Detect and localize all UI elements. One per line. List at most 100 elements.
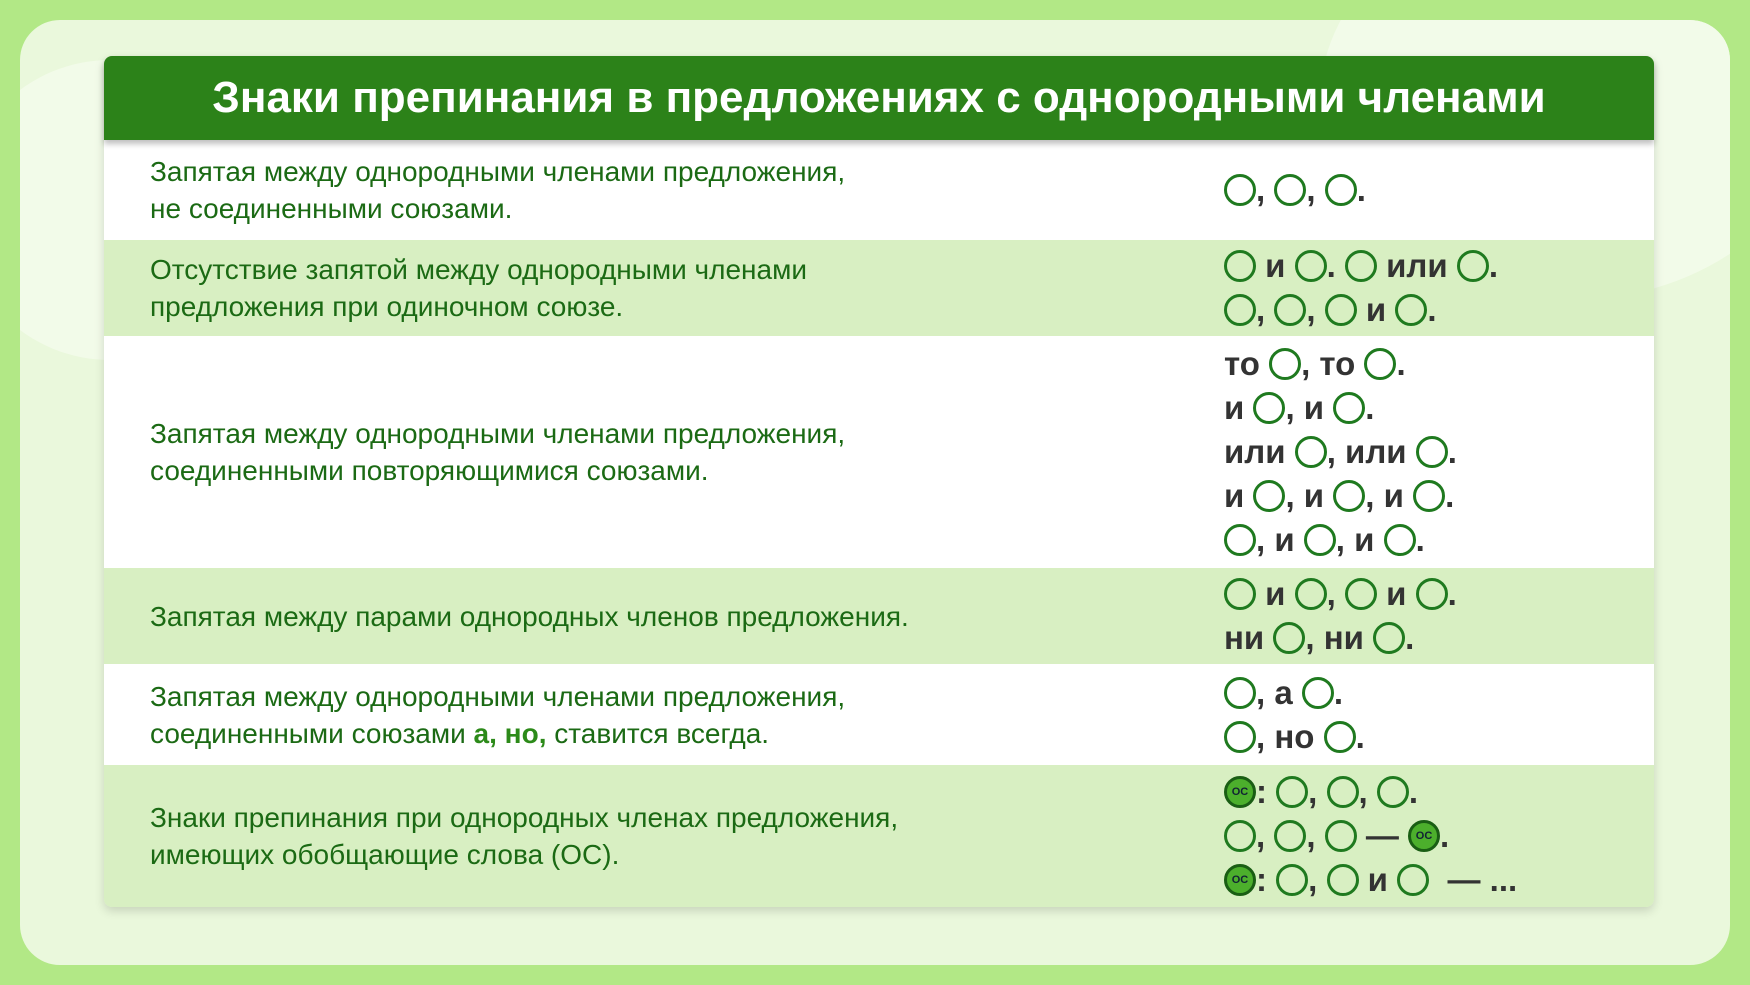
text-segment: Знаки препинания при однородных членах п… <box>150 802 899 833</box>
description-line: Запятая между однородными членами предло… <box>150 415 1224 452</box>
homogeneous-member-circle-icon <box>1373 622 1406 654</box>
homogeneous-member-circle-icon <box>1224 250 1256 282</box>
scheme-text: . <box>1365 389 1375 426</box>
scheme-text: — <box>1356 817 1409 854</box>
rule-description: Запятая между парами однородных членов п… <box>104 598 1224 635</box>
homogeneous-member-circle-icon <box>1224 174 1256 206</box>
generalizing-word-icon: ОС <box>1224 776 1256 808</box>
table-row: Запятая между однородными членами предло… <box>104 664 1654 765</box>
scheme-line: и , и , и . <box>1224 474 1654 518</box>
text-segment: соединенными повторяющимися союзами. <box>150 455 709 486</box>
scheme-text: : <box>1256 861 1277 898</box>
scheme-text: . <box>1333 673 1344 711</box>
homogeneous-member-circle-icon <box>1324 820 1357 852</box>
rule-description: Отсутствие запятой между однородными чле… <box>104 251 1224 325</box>
homogeneous-member-circle-icon <box>1324 174 1357 206</box>
homogeneous-member-circle-icon <box>1397 864 1430 896</box>
description-line: Отсутствие запятой между однородными чле… <box>150 251 1224 288</box>
scheme-text: , <box>1256 291 1275 328</box>
homogeneous-member-circle-icon <box>1344 578 1377 610</box>
homogeneous-member-circle-icon <box>1415 436 1448 468</box>
highlighted-conjunctions: а, но, <box>473 717 547 749</box>
scheme-text: : <box>1256 773 1277 810</box>
homogeneous-member-circle-icon <box>1274 820 1307 852</box>
text-segment: Запятая между однородными членами предло… <box>150 680 846 712</box>
scheme-text: , а <box>1256 673 1302 711</box>
scheme-text: , и <box>1285 389 1334 426</box>
text-segment: ставится всегда. <box>546 717 770 749</box>
scheme-text: , и <box>1285 477 1334 514</box>
scheme-line: , но . <box>1224 715 1654 759</box>
text-segment: не соединенными союзами. <box>150 193 513 224</box>
scheme-text: . <box>1405 619 1415 656</box>
text-segment: Отсутствие запятой между однородными чле… <box>150 254 807 285</box>
punctuation-scheme: ОС: , , ., , — ОС. ОС: , и — ... <box>1224 768 1654 904</box>
description-line: не соединенными союзами. <box>150 190 1224 227</box>
scheme-text: , <box>1326 575 1345 612</box>
homogeneous-member-circle-icon <box>1224 676 1256 709</box>
rules-table: Знаки препинания в предложениях с одноро… <box>104 56 1654 907</box>
scheme-text: . <box>1427 291 1437 328</box>
homogeneous-member-circle-icon <box>1324 294 1357 326</box>
homogeneous-member-circle-icon <box>1395 294 1428 326</box>
scheme-text: . <box>1326 247 1345 284</box>
scheme-line: ни , ни . <box>1224 616 1654 660</box>
table-row: Знаки препинания при однородных членах п… <box>104 765 1654 907</box>
scheme-text: , <box>1256 171 1275 208</box>
scheme-text: , то <box>1301 345 1365 382</box>
rule-description: Запятая между однородными членами предло… <box>104 153 1224 227</box>
scheme-text: и <box>1224 389 1254 426</box>
homogeneous-member-circle-icon <box>1415 578 1448 610</box>
scheme-text: . <box>1408 773 1419 810</box>
homogeneous-member-circle-icon <box>1224 294 1256 326</box>
homogeneous-member-circle-icon <box>1269 348 1302 380</box>
homogeneous-member-circle-icon <box>1274 294 1307 326</box>
homogeneous-member-circle-icon <box>1323 720 1356 753</box>
rule-description: Запятая между однородными членами предло… <box>104 415 1224 489</box>
scheme-text: . <box>1445 477 1455 514</box>
scheme-text: и <box>1256 247 1295 284</box>
scheme-text: , <box>1308 861 1327 898</box>
punctuation-scheme: то , то .и , и . или , или .и , и , и ., … <box>1224 340 1654 564</box>
scheme-text: . <box>1447 575 1457 612</box>
scheme-text: , но <box>1256 717 1324 755</box>
text-segment: Запятая между парами однородных членов п… <box>150 600 909 632</box>
homogeneous-member-circle-icon <box>1224 820 1256 852</box>
table-row: Запятая между однородными членами предло… <box>104 336 1654 568</box>
homogeneous-member-circle-icon <box>1224 720 1256 753</box>
table-row: Отсутствие запятой между однородными чле… <box>104 240 1654 336</box>
scheme-text: , <box>1308 773 1327 810</box>
scheme-text: , ни <box>1305 619 1374 656</box>
description-line: предложения при одиночном союзе. <box>150 288 1224 325</box>
description-line: Знаки препинания при однородных членах п… <box>150 799 1224 836</box>
scheme-line: ОС: , , . <box>1224 770 1654 814</box>
text-segment: Запятая между однородными членами предло… <box>150 156 846 187</box>
scheme-text: ни <box>1224 619 1274 656</box>
table-row: Запятая между парами однородных членов п… <box>104 568 1654 664</box>
homogeneous-member-circle-icon <box>1274 174 1307 206</box>
scheme-text: и <box>1376 575 1416 612</box>
scheme-text: или <box>1224 433 1295 470</box>
scheme-line: и , и . <box>1224 386 1654 430</box>
scheme-line: и . или . <box>1224 244 1654 288</box>
homogeneous-member-circle-icon <box>1253 392 1286 424</box>
scheme-text: и <box>1224 477 1254 514</box>
scheme-text: , <box>1306 291 1325 328</box>
scheme-text: , или <box>1326 433 1416 470</box>
homogeneous-member-circle-icon <box>1301 676 1334 709</box>
scheme-line: , , — ОС. <box>1224 814 1654 858</box>
scheme-text: . <box>1396 345 1406 382</box>
rule-description: Знаки препинания при однородных членах п… <box>104 799 1224 873</box>
scheme-line: ОС: , и — ... <box>1224 858 1654 902</box>
generalizing-word-icon: ОС <box>1224 864 1256 896</box>
scheme-line: или , или . <box>1224 430 1654 474</box>
homogeneous-member-circle-icon <box>1383 524 1416 556</box>
homogeneous-member-circle-icon <box>1294 578 1327 610</box>
homogeneous-member-circle-icon <box>1294 436 1327 468</box>
homogeneous-member-circle-icon <box>1413 480 1446 512</box>
homogeneous-member-circle-icon <box>1303 524 1336 556</box>
homogeneous-member-circle-icon <box>1253 480 1286 512</box>
punctuation-scheme: , а . , но . <box>1224 669 1654 761</box>
homogeneous-member-circle-icon <box>1294 250 1327 282</box>
homogeneous-member-circle-icon <box>1376 776 1409 808</box>
